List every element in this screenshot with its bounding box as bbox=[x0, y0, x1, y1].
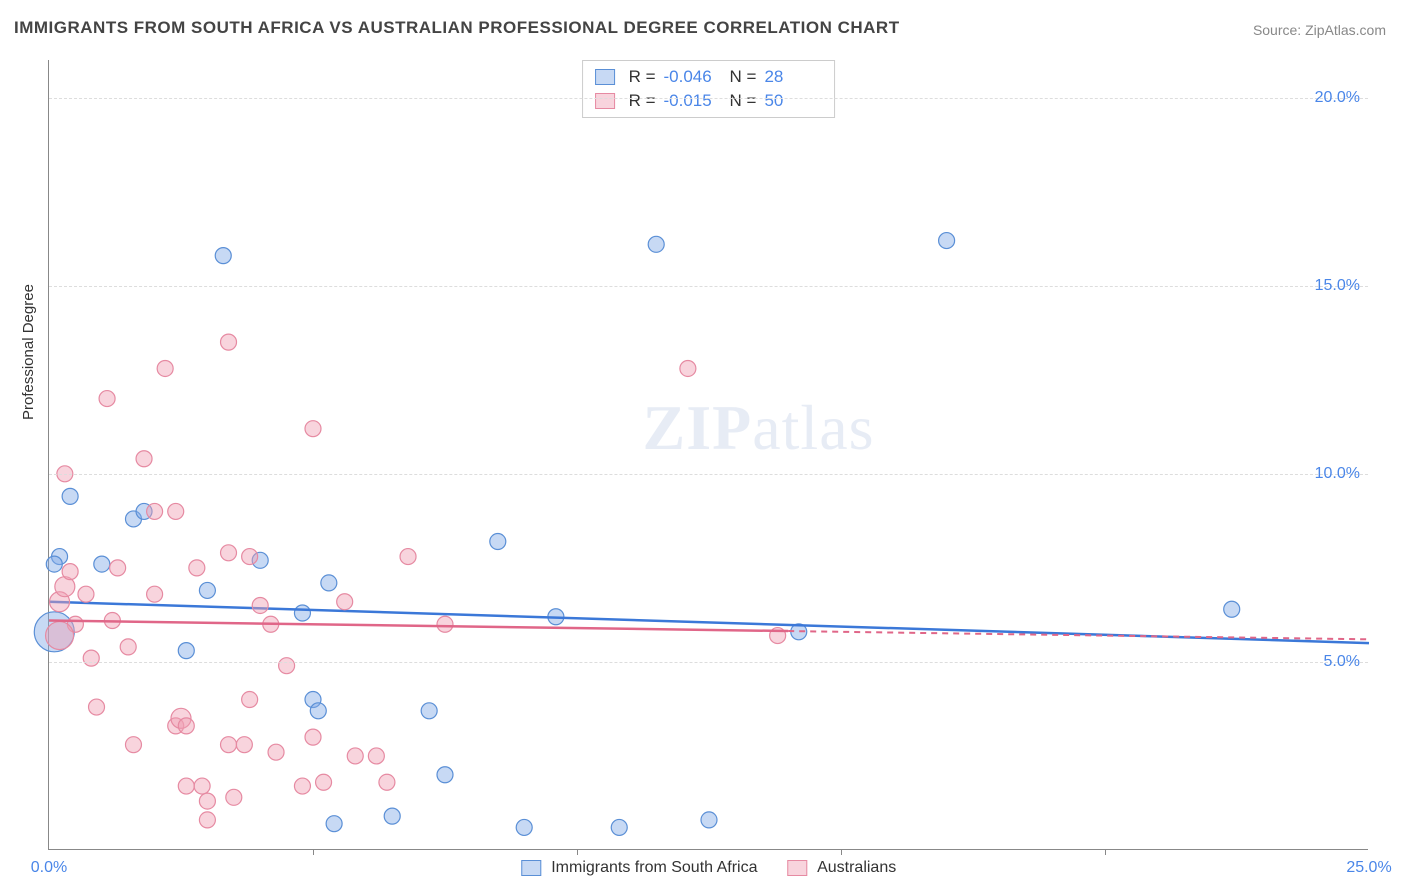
series-legend: Immigrants from South Africa Australians bbox=[521, 859, 896, 877]
scatter-plot-svg bbox=[49, 60, 1368, 849]
correlation-legend: R = -0.046 N = 28 R = -0.015 N = 50 bbox=[582, 60, 836, 118]
n-value-a: 28 bbox=[764, 65, 822, 89]
n-value-b: 50 bbox=[764, 89, 822, 113]
r-value-b: -0.015 bbox=[664, 89, 722, 113]
source-attribution: Source: ZipAtlas.com bbox=[1253, 22, 1386, 38]
legend-item-b: Australians bbox=[788, 859, 897, 877]
legend-row-series-b: R = -0.015 N = 50 bbox=[595, 89, 823, 113]
r-value-a: -0.046 bbox=[664, 65, 722, 89]
swatch-a bbox=[595, 69, 615, 85]
legend-label-a: Immigrants from South Africa bbox=[551, 859, 757, 876]
swatch-a-icon bbox=[521, 860, 541, 876]
swatch-b-icon bbox=[788, 860, 808, 876]
legend-label-b: Australians bbox=[817, 859, 896, 876]
n-label: N = bbox=[730, 89, 757, 113]
n-label: N = bbox=[730, 65, 757, 89]
y-tick-label: 20.0% bbox=[1315, 89, 1360, 107]
y-tick-label: 15.0% bbox=[1315, 277, 1360, 295]
r-label: R = bbox=[629, 65, 656, 89]
chart-plot-area: ZIPatlas R = -0.046 N = 28 R = -0.015 N … bbox=[48, 60, 1368, 850]
y-axis-label: Professional Degree bbox=[20, 284, 37, 420]
r-label: R = bbox=[629, 89, 656, 113]
chart-title: IMMIGRANTS FROM SOUTH AFRICA VS AUSTRALI… bbox=[14, 18, 900, 38]
swatch-b bbox=[595, 93, 615, 109]
y-tick-label: 10.0% bbox=[1315, 465, 1360, 483]
legend-item-a: Immigrants from South Africa bbox=[521, 859, 758, 877]
x-tick-label: 25.0% bbox=[1346, 859, 1391, 877]
x-tick-label: 0.0% bbox=[31, 859, 67, 877]
y-tick-label: 5.0% bbox=[1324, 653, 1360, 671]
legend-row-series-a: R = -0.046 N = 28 bbox=[595, 65, 823, 89]
